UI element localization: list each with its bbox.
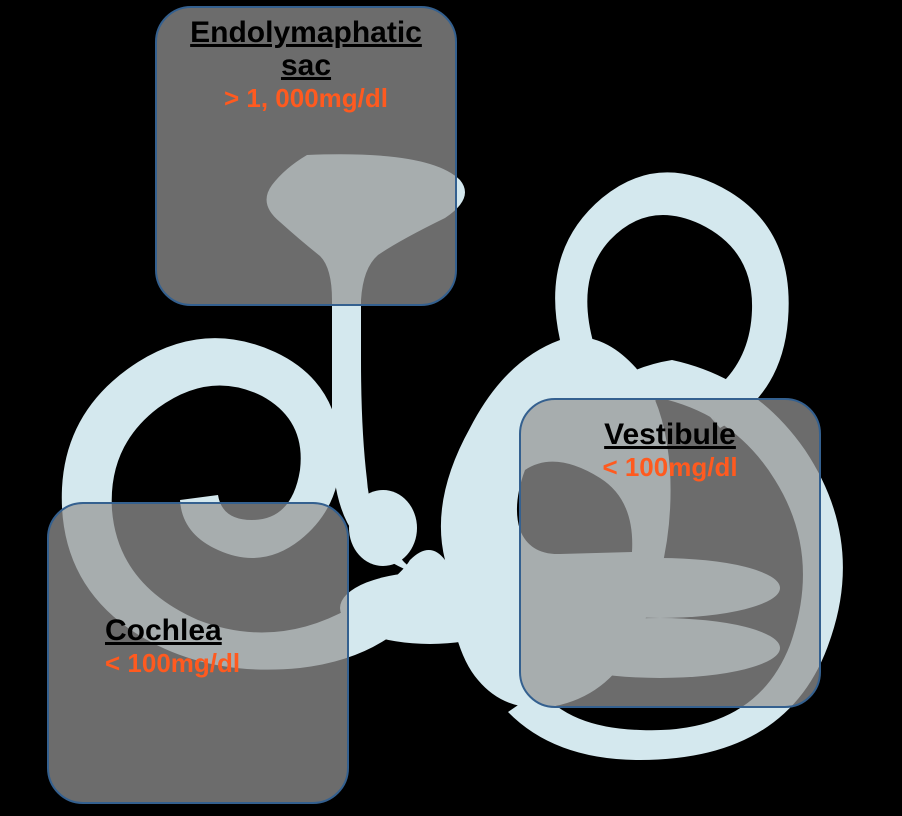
title-line: Endolymaphatic [190,16,422,49]
callout-value: < 100mg/dl [529,451,811,484]
callout-cochlea: Cochlea < 100mg/dl [47,502,349,804]
title-line: Cochlea [105,614,222,647]
callout-endolymphatic: Endolymaphatic sac > 1, 000mg/dl [155,6,457,306]
callout-value: > 1, 000mg/dl [165,82,447,115]
callout-title: Cochlea [105,614,339,647]
callout-value: < 100mg/dl [105,647,339,680]
title-line: Vestibule [604,418,736,451]
diagram-canvas: Endolymaphatic sac > 1, 000mg/dl Vestibu… [0,0,902,816]
callout-title: Vestibule [529,418,811,451]
callout-title: Endolymaphatic sac [165,16,447,82]
title-line: sac [281,49,331,82]
callout-vestibule: Vestibule < 100mg/dl [519,398,821,708]
